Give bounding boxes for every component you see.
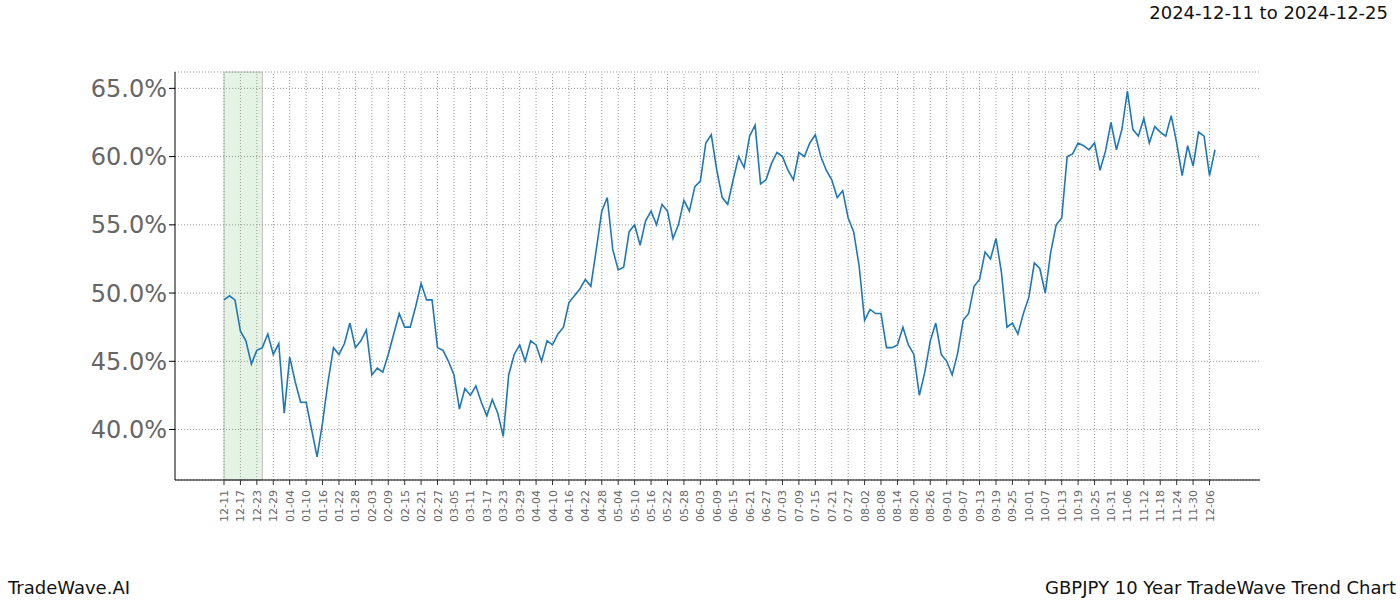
svg-text:06-09: 06-09 (711, 490, 724, 522)
svg-text:06-03: 06-03 (694, 490, 707, 522)
svg-text:10-13: 10-13 (1056, 490, 1069, 522)
html-text:GBPJPY 10 Year TradeWave Trend: GBPJPY 10 Year TradeWave Trend Chart (1045, 577, 1396, 598)
svg-text:02-09: 02-09 (382, 490, 395, 522)
html-text:TradeWave.AI: TradeWave.AI (8, 577, 130, 598)
svg-text:09-19: 09-19 (990, 490, 1003, 522)
svg-text:11-24: 11-24 (1171, 490, 1184, 522)
svg-text:01-16: 01-16 (317, 490, 330, 522)
svg-text:10-01: 10-01 (1023, 490, 1036, 522)
svg-text:09-25: 09-25 (1006, 490, 1019, 522)
svg-text:06-21: 06-21 (744, 490, 757, 522)
svg-text:01-04: 01-04 (284, 490, 297, 522)
svg-text:55.0%: 55.0% (91, 211, 167, 239)
svg-text:08-02: 08-02 (859, 490, 872, 522)
html-text:2024-12-11 to 2024-12-25: 2024-12-11 to 2024-12-25 (1149, 2, 1388, 23)
svg-text:05-10: 05-10 (629, 490, 642, 522)
svg-text:65.0%: 65.0% (91, 75, 167, 103)
svg-text:08-20: 08-20 (908, 490, 921, 522)
svg-text:12-23: 12-23 (251, 490, 264, 522)
svg-text:09-07: 09-07 (957, 490, 970, 522)
svg-text:02-03: 02-03 (366, 490, 379, 522)
svg-text:08-08: 08-08 (875, 490, 888, 522)
svg-text:04-10: 04-10 (547, 490, 560, 522)
svg-text:05-16: 05-16 (645, 490, 658, 522)
svg-text:60.0%: 60.0% (91, 143, 167, 171)
svg-text:07-15: 07-15 (809, 490, 822, 522)
svg-text:03-23: 03-23 (497, 490, 510, 522)
svg-text:40.0%: 40.0% (91, 416, 167, 444)
svg-text:03-17: 03-17 (481, 490, 494, 522)
svg-text:06-15: 06-15 (727, 490, 740, 522)
svg-text:09-13: 09-13 (974, 490, 987, 522)
svg-text:10-19: 10-19 (1072, 490, 1085, 522)
svg-text:06-27: 06-27 (760, 490, 773, 522)
svg-text:12-06: 12-06 (1204, 490, 1217, 522)
svg-text:09-01: 09-01 (941, 490, 954, 522)
svg-text:03-05: 03-05 (448, 490, 461, 522)
svg-text:10-25: 10-25 (1089, 490, 1102, 522)
svg-text:08-14: 08-14 (891, 490, 904, 522)
svg-text:07-21: 07-21 (826, 490, 839, 522)
svg-text:04-28: 04-28 (596, 490, 609, 522)
svg-text:03-11: 03-11 (464, 490, 477, 522)
svg-text:10-31: 10-31 (1105, 490, 1118, 522)
svg-text:05-04: 05-04 (612, 490, 625, 522)
svg-text:07-09: 07-09 (793, 490, 806, 522)
svg-text:01-28: 01-28 (349, 490, 362, 522)
svg-text:07-03: 07-03 (776, 490, 789, 522)
svg-text:02-15: 02-15 (399, 490, 412, 522)
svg-text:10-07: 10-07 (1039, 490, 1052, 522)
svg-text:12-29: 12-29 (267, 490, 280, 522)
svg-text:05-28: 05-28 (678, 490, 691, 522)
svg-text:12-17: 12-17 (234, 490, 247, 522)
svg-text:50.0%: 50.0% (91, 280, 167, 308)
svg-text:45.0%: 45.0% (91, 348, 167, 376)
svg-text:11-18: 11-18 (1154, 490, 1167, 522)
svg-text:03-29: 03-29 (514, 490, 527, 522)
svg-text:01-22: 01-22 (333, 490, 346, 522)
svg-text:02-21: 02-21 (415, 490, 428, 522)
svg-text:04-16: 04-16 (563, 490, 576, 522)
svg-text:11-06: 11-06 (1121, 490, 1134, 522)
svg-text:11-30: 11-30 (1187, 490, 1200, 522)
svg-text:02-27: 02-27 (432, 490, 445, 522)
svg-text:11-12: 11-12 (1138, 490, 1151, 522)
svg-text:12-11: 12-11 (218, 490, 231, 522)
svg-text:01-10: 01-10 (300, 490, 313, 522)
svg-text:05-22: 05-22 (661, 490, 674, 522)
svg-text:08-26: 08-26 (924, 490, 937, 522)
svg-text:07-27: 07-27 (842, 490, 855, 522)
svg-text:04-04: 04-04 (530, 490, 543, 522)
svg-text:04-22: 04-22 (579, 490, 592, 522)
